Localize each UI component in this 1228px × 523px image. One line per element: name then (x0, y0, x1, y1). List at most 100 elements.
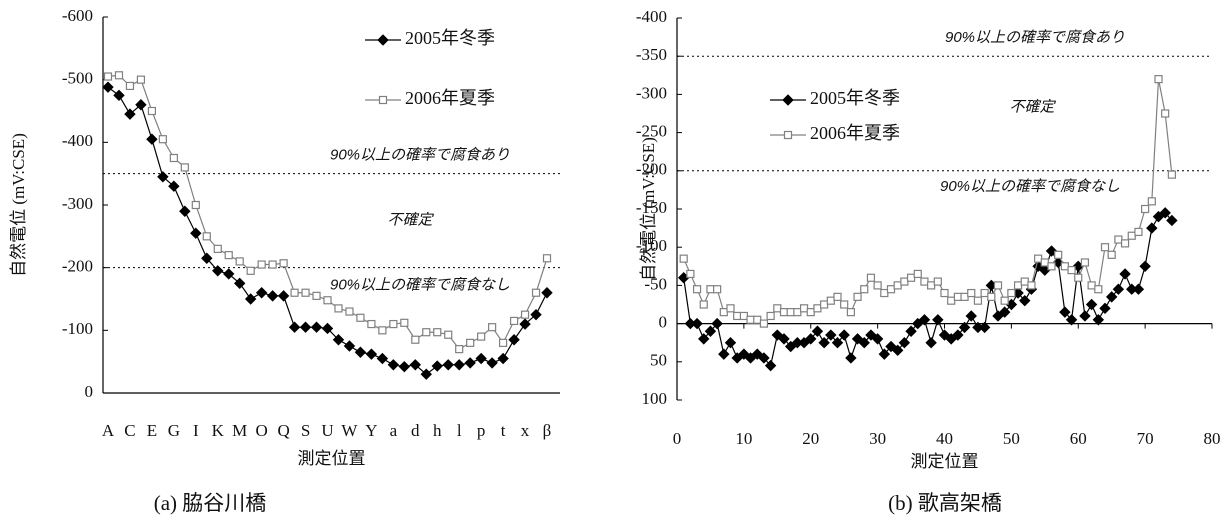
data-point (367, 319, 376, 329)
data-point (1080, 258, 1090, 267)
data-point (279, 259, 288, 268)
x-tick-label: K (212, 421, 225, 440)
caption: (b) 歌高架橋 (888, 491, 1002, 515)
y-tick-label: -350 (636, 45, 667, 64)
data-point (455, 345, 464, 354)
data-point (947, 296, 956, 305)
data-point (1127, 231, 1136, 240)
data-point (1132, 283, 1145, 295)
data-point (1065, 314, 1078, 326)
data-point (223, 268, 235, 280)
data-point (953, 292, 962, 301)
data-point (389, 319, 398, 329)
data-point (343, 340, 356, 352)
data-point (365, 348, 378, 360)
data-point (190, 227, 202, 239)
data-point (1054, 250, 1063, 259)
data-point (918, 314, 931, 326)
data-point (1146, 222, 1158, 234)
data-point (387, 359, 400, 371)
x-tick-label: Q (277, 421, 289, 440)
data-point (114, 71, 124, 80)
data-point (1007, 288, 1016, 298)
data-point (891, 344, 904, 357)
data-point (1154, 75, 1163, 84)
data-point (952, 329, 964, 341)
data-point (978, 321, 991, 334)
data-point (409, 359, 422, 371)
data-point (277, 290, 290, 302)
data-point (499, 338, 508, 347)
data-point (719, 308, 728, 317)
data-point (542, 254, 552, 263)
legend-label: 2005年冬季 (405, 28, 495, 48)
data-point (1100, 243, 1110, 252)
data-point (820, 300, 829, 309)
data-point (860, 285, 869, 294)
data-point (290, 288, 299, 297)
data-point (733, 311, 742, 321)
data-point (169, 153, 178, 163)
annotation: 不確定 (387, 212, 434, 229)
x-tick-label: t (501, 421, 506, 440)
data-point (818, 336, 830, 349)
data-point (124, 108, 136, 120)
data-point (113, 89, 125, 102)
data-point (179, 205, 191, 217)
data-point (431, 360, 443, 372)
data-point (973, 296, 983, 305)
data-point (146, 133, 158, 145)
data-point (345, 307, 354, 316)
data-point (927, 281, 936, 290)
y-tick-label: -400 (636, 7, 667, 26)
y-tick-label: 100 (642, 389, 668, 408)
data-point (1120, 239, 1130, 248)
data-point (746, 315, 755, 324)
data-point (299, 321, 312, 333)
data-point (873, 281, 882, 290)
x-tick-label: 0 (673, 429, 682, 448)
data-point (987, 292, 996, 301)
x-tick-label: l (457, 421, 462, 440)
data-point (1047, 262, 1056, 271)
data-point (422, 328, 431, 337)
data-point (486, 357, 498, 369)
data-point (851, 333, 864, 345)
data-point (878, 348, 891, 360)
data-point (866, 273, 876, 282)
data-point (1161, 109, 1170, 118)
data-point (1059, 306, 1071, 318)
data-point (356, 313, 365, 322)
data-point (103, 72, 113, 81)
data-point (519, 318, 531, 330)
y-tick-label: -300 (62, 194, 93, 213)
legend-marker (377, 34, 389, 46)
data-point (1139, 260, 1151, 273)
legend-label: 2006年夏季 (405, 88, 495, 108)
data-point (147, 106, 156, 116)
data-point (1094, 285, 1103, 294)
data-point (378, 326, 387, 335)
data-point (310, 321, 323, 333)
data-point (711, 317, 723, 330)
data-point (846, 308, 855, 317)
data-point (759, 319, 769, 328)
x-tick-label: 60 (1070, 429, 1087, 448)
data-point (477, 332, 486, 341)
data-point (255, 287, 268, 299)
data-point (442, 359, 454, 371)
data-point (312, 291, 321, 300)
data-point (102, 81, 114, 93)
data-point (1085, 298, 1098, 311)
data-point (1105, 291, 1118, 303)
data-point (764, 359, 777, 372)
data-point (354, 346, 367, 358)
data-point (1099, 302, 1111, 315)
data-point (1034, 254, 1043, 263)
data-point (826, 296, 835, 305)
data-point (201, 252, 213, 264)
data-point (813, 304, 822, 313)
y-tick-label: -250 (636, 122, 667, 141)
data-point (1000, 296, 1009, 305)
x-tick-label: C (124, 421, 135, 440)
